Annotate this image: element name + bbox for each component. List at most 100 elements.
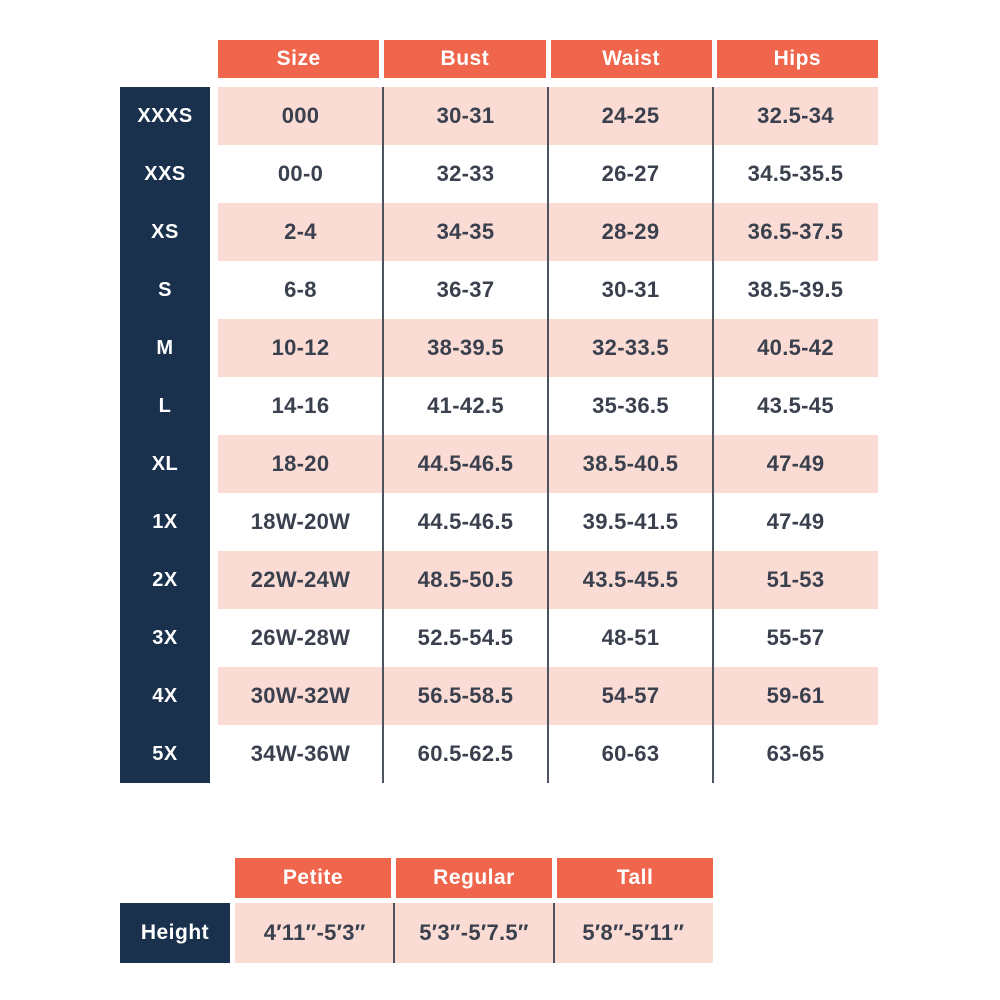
bust-cell: 32-33 [436, 161, 495, 186]
bust-cell: 30-31 [436, 103, 495, 128]
table-row-xs: XS 2-4 34-35 28-29 36.5-37.5 [120, 203, 878, 261]
header-cell-tall: Tall [557, 858, 713, 898]
row-spacer [210, 319, 218, 377]
size-cell: 000 [281, 103, 320, 128]
row-label: 1X [120, 493, 210, 551]
row-label: S [120, 261, 210, 319]
row-spacer [210, 725, 218, 783]
table-row-2x: 2X 22W-24W 48.5-50.5 43.5-45.5 51-53 [120, 551, 878, 609]
hips-cell: 32.5-34 [757, 103, 834, 128]
row-band: 26W-28W 52.5-54.5 48-51 55-57 [218, 609, 878, 667]
height-table-header-row: Petite Regular Tall [120, 858, 713, 898]
bust-cell: 60.5-62.5 [417, 741, 514, 766]
size-chart-table: Size Bust Waist Hips XXXS 000 30-31 24-2… [120, 40, 878, 783]
bust-cell: 56.5-58.5 [417, 683, 514, 708]
size-cell: 34W-36W [250, 741, 351, 766]
column-divider [712, 87, 714, 783]
hips-cell: 55-57 [766, 625, 825, 650]
height-chart-table: Petite Regular Tall Height 4′11″-5′3″ 5′… [120, 858, 713, 963]
header-cells: Size Bust Waist Hips [218, 40, 878, 78]
row-label: 3X [120, 609, 210, 667]
hips-cell: 40.5-42 [757, 335, 834, 360]
row-label: 2X [120, 551, 210, 609]
row-spacer [210, 145, 218, 203]
size-cell: 22W-24W [250, 567, 351, 592]
size-cell: 00-0 [277, 161, 324, 186]
table-row-m: M 10-12 38-39.5 32-33.5 40.5-42 [120, 319, 878, 377]
waist-cell: 30-31 [601, 277, 660, 302]
table-row-3x: 3X 26W-28W 52.5-54.5 48-51 55-57 [120, 609, 878, 667]
waist-cell: 28-29 [601, 219, 660, 244]
header-cell-hips: Hips [716, 40, 878, 78]
hips-cell: 51-53 [766, 567, 825, 592]
bust-cell: 38-39.5 [427, 335, 504, 360]
size-table-body: XXXS 000 30-31 24-25 32.5-34 XXS 00-0 32… [120, 87, 878, 783]
row-spacer [210, 203, 218, 261]
size-cell: 30W-32W [250, 683, 351, 708]
column-divider [382, 87, 384, 783]
header-cell-size: Size [218, 40, 380, 78]
bust-cell: 44.5-46.5 [417, 509, 514, 534]
row-label: M [120, 319, 210, 377]
header-spacer [120, 40, 218, 78]
header-cells: Petite Regular Tall [235, 858, 713, 898]
size-cell: 18-20 [271, 451, 330, 476]
waist-cell: 39.5-41.5 [582, 509, 679, 534]
regular-height-cell: 5′3″-5′7.5″ [419, 920, 529, 945]
row-label: 4X [120, 667, 210, 725]
row-label: XXXS [120, 87, 210, 145]
petite-height-cell: 4′11″-5′3″ [263, 920, 366, 945]
hips-cell: 63-65 [766, 741, 825, 766]
table-row-height: Height 4′11″-5′3″ 5′3″-5′7.5″ 5′8″-5′11″ [120, 903, 713, 963]
size-table-header-row: Size Bust Waist Hips [120, 40, 878, 78]
size-cell: 18W-20W [250, 509, 351, 534]
waist-cell: 35-36.5 [592, 393, 669, 418]
size-cell: 2-4 [284, 219, 317, 244]
header-cell-waist: Waist [550, 40, 712, 78]
table-row-1x: 1X 18W-20W 44.5-46.5 39.5-41.5 47-49 [120, 493, 878, 551]
hips-cell: 36.5-37.5 [747, 219, 844, 244]
column-divider [393, 903, 395, 963]
waist-cell: 48-51 [601, 625, 660, 650]
tall-height-cell: 5′8″-5′11″ [582, 920, 685, 945]
row-spacer [210, 261, 218, 319]
header-cell-petite: Petite [235, 858, 391, 898]
hips-cell: 38.5-39.5 [747, 277, 844, 302]
waist-cell: 54-57 [601, 683, 660, 708]
bust-cell: 36-37 [436, 277, 495, 302]
row-spacer [210, 609, 218, 667]
hips-cell: 43.5-45 [757, 393, 834, 418]
hips-cell: 47-49 [766, 509, 825, 534]
height-table-body: Height 4′11″-5′3″ 5′3″-5′7.5″ 5′8″-5′11″ [120, 903, 713, 963]
waist-cell: 32-33.5 [592, 335, 669, 360]
table-row-xxxs: XXXS 000 30-31 24-25 32.5-34 [120, 87, 878, 145]
table-row-s: S 6-8 36-37 30-31 38.5-39.5 [120, 261, 878, 319]
size-cell: 14-16 [271, 393, 330, 418]
waist-cell: 24-25 [601, 103, 660, 128]
size-cell: 10-12 [271, 335, 330, 360]
row-label: 5X [120, 725, 210, 783]
header-cell-regular: Regular [396, 858, 552, 898]
header-cell-bust: Bust [384, 40, 546, 78]
row-label: XXS [120, 145, 210, 203]
waist-cell: 60-63 [601, 741, 660, 766]
hips-cell: 59-61 [766, 683, 825, 708]
row-spacer [210, 377, 218, 435]
row-label-height: Height [120, 903, 230, 963]
hips-cell: 47-49 [766, 451, 825, 476]
row-spacer [210, 667, 218, 725]
row-band: 4′11″-5′3″ 5′3″-5′7.5″ 5′8″-5′11″ [235, 903, 713, 963]
waist-cell: 38.5-40.5 [582, 451, 679, 476]
row-label: XL [120, 435, 210, 493]
row-spacer [210, 87, 218, 145]
hips-cell: 34.5-35.5 [747, 161, 844, 186]
table-row-xl: XL 18-20 44.5-46.5 38.5-40.5 47-49 [120, 435, 878, 493]
table-row-xxs: XXS 00-0 32-33 26-27 34.5-35.5 [120, 145, 878, 203]
column-divider [553, 903, 555, 963]
bust-cell: 48.5-50.5 [417, 567, 514, 592]
size-cell: 26W-28W [250, 625, 351, 650]
table-row-l: L 14-16 41-42.5 35-36.5 43.5-45 [120, 377, 878, 435]
header-spacer [120, 858, 235, 898]
table-row-4x: 4X 30W-32W 56.5-58.5 54-57 59-61 [120, 667, 878, 725]
